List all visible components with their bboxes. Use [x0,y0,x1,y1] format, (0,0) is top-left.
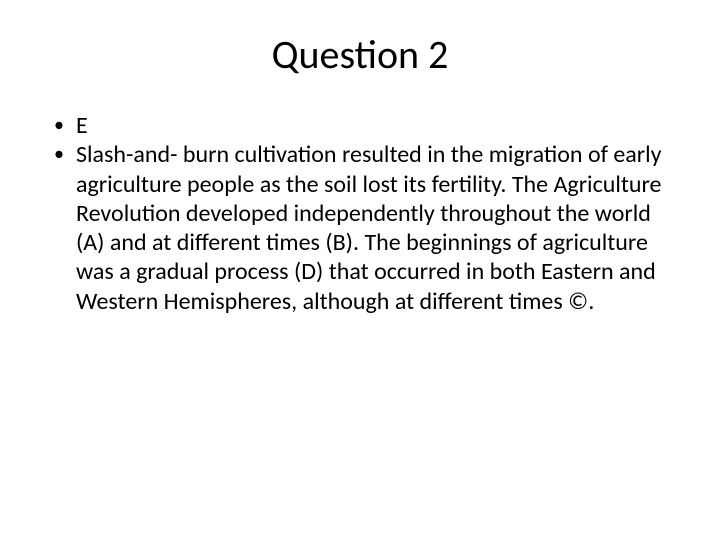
bullet-list: E Slash-and- burn cultivation resulted i… [48,111,672,316]
slide-title: Question 2 [48,30,672,79]
bullet-item: Slash-and- burn cultivation resulted in … [48,140,672,316]
slide-container: Question 2 E Slash-and- burn cultivation… [0,0,720,540]
bullet-item: E [48,111,672,140]
